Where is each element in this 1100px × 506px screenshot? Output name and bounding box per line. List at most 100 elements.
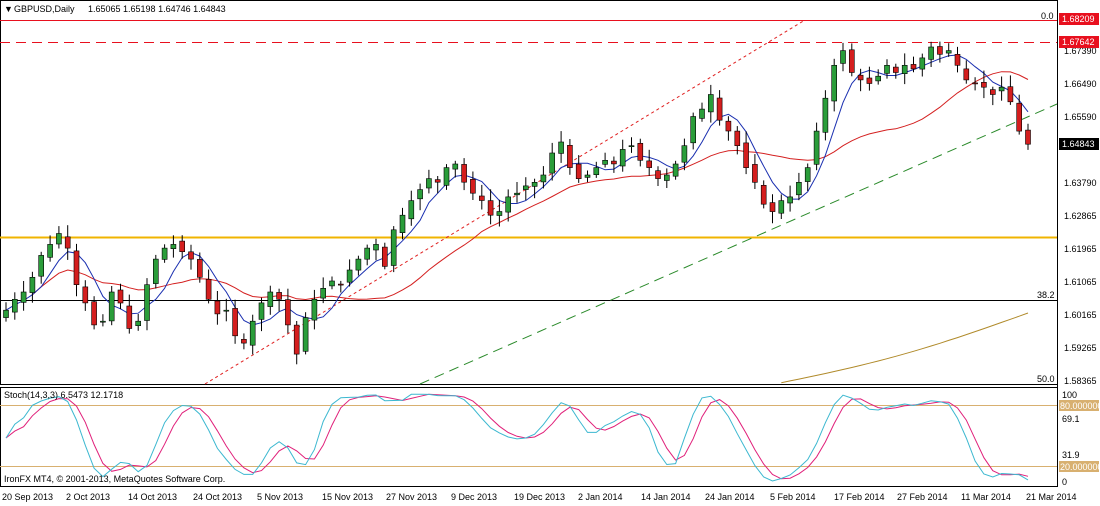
candle-body[interactable] xyxy=(522,185,529,190)
candle-body[interactable] xyxy=(567,145,573,168)
candle-body[interactable] xyxy=(575,163,582,180)
candle-body[interactable] xyxy=(443,167,450,186)
candle-body[interactable] xyxy=(787,196,793,204)
candle-body[interactable] xyxy=(408,200,415,220)
candle-body[interactable] xyxy=(496,211,503,216)
candle-body[interactable] xyxy=(12,298,18,313)
candle-body[interactable] xyxy=(47,244,53,258)
candle-body[interactable] xyxy=(954,53,961,66)
candle-body[interactable] xyxy=(38,255,45,277)
candle-body[interactable] xyxy=(337,283,344,286)
candle-body[interactable] xyxy=(593,167,600,176)
candle-body[interactable] xyxy=(276,292,282,300)
candle-body[interactable] xyxy=(804,167,811,182)
candle-body[interactable] xyxy=(223,309,230,312)
candle-body[interactable] xyxy=(778,200,785,214)
candle-body[interactable] xyxy=(531,182,538,187)
candle-body[interactable] xyxy=(752,164,758,183)
candle-body[interactable] xyxy=(919,57,926,70)
candle-body[interactable] xyxy=(716,97,723,121)
candle-body[interactable] xyxy=(998,86,1005,92)
candle-body[interactable] xyxy=(928,46,934,60)
candle-body[interactable] xyxy=(197,259,203,278)
candle-body[interactable] xyxy=(822,97,829,133)
candle-body[interactable] xyxy=(249,320,256,346)
candle-body[interactable] xyxy=(848,49,855,73)
candle-body[interactable] xyxy=(1007,86,1014,103)
candle-body[interactable] xyxy=(989,89,996,95)
candle-body[interactable] xyxy=(681,145,688,163)
channel-trendline-green[interactable] xyxy=(419,103,1058,385)
candle-body[interactable] xyxy=(285,299,291,326)
candle-body[interactable] xyxy=(672,163,679,177)
candle-body[interactable] xyxy=(981,82,987,88)
candle-body[interactable] xyxy=(734,130,741,147)
candle-body[interactable] xyxy=(937,46,943,55)
candle-body[interactable] xyxy=(540,174,547,183)
candle-body[interactable] xyxy=(1016,102,1023,132)
candle-body[interactable] xyxy=(699,108,705,119)
candle-body[interactable] xyxy=(108,291,115,322)
candle-body[interactable] xyxy=(434,179,441,183)
candle-body[interactable] xyxy=(364,247,371,260)
candle-body[interactable] xyxy=(126,305,133,329)
candle-body[interactable] xyxy=(646,160,653,168)
price-panel[interactable] xyxy=(0,0,1058,385)
stoch-main-line[interactable] xyxy=(5,393,1029,482)
candle-body[interactable] xyxy=(399,214,406,233)
candle-body[interactable] xyxy=(329,280,335,287)
candle-body[interactable] xyxy=(972,82,978,85)
candle-body[interactable] xyxy=(884,65,890,74)
candle-body[interactable] xyxy=(796,182,802,196)
candle-body[interactable] xyxy=(628,145,635,147)
candle-body[interactable] xyxy=(205,278,212,300)
stoch-signal-line[interactable] xyxy=(5,393,1029,480)
candle-body[interactable] xyxy=(381,246,388,267)
candle-body[interactable] xyxy=(558,141,564,154)
candle-body[interactable] xyxy=(769,202,776,212)
candle-body[interactable] xyxy=(945,50,952,54)
candle-body[interactable] xyxy=(875,75,882,82)
candle-body[interactable] xyxy=(29,276,36,293)
collapse-icon[interactable]: ▼ xyxy=(4,4,13,14)
candle-body[interactable] xyxy=(892,66,899,73)
candle-body[interactable] xyxy=(3,309,9,318)
candle-body[interactable] xyxy=(963,68,970,81)
candle-body[interactable] xyxy=(258,302,265,320)
candle-body[interactable] xyxy=(743,142,749,168)
candle-body[interactable] xyxy=(214,300,221,315)
candle-body[interactable] xyxy=(73,250,80,285)
slow-moving-average[interactable] xyxy=(32,71,1029,301)
candle-body[interactable] xyxy=(831,65,838,102)
candle-body[interactable] xyxy=(813,130,820,165)
candle-body[interactable] xyxy=(188,251,194,260)
candle-body[interactable] xyxy=(840,50,846,64)
fast-moving-average[interactable] xyxy=(5,54,1029,326)
candle-body[interactable] xyxy=(417,189,423,200)
candle-body[interactable] xyxy=(355,258,362,271)
candle-body[interactable] xyxy=(161,247,168,260)
candle-body[interactable] xyxy=(320,287,327,299)
candle-body[interactable] xyxy=(170,244,177,249)
candle-body[interactable] xyxy=(901,65,908,75)
candle-body[interactable] xyxy=(426,178,432,189)
candle-body[interactable] xyxy=(470,179,476,194)
candle-body[interactable] xyxy=(505,196,512,213)
candle-body[interactable] xyxy=(725,120,732,132)
candle-body[interactable] xyxy=(1025,129,1031,145)
candle-body[interactable] xyxy=(144,284,150,321)
candle-body[interactable] xyxy=(707,94,714,113)
candle-body[interactable] xyxy=(267,291,274,307)
candle-body[interactable] xyxy=(153,258,159,284)
candle-body[interactable] xyxy=(637,143,644,161)
candle-body[interactable] xyxy=(663,174,670,181)
candle-body[interactable] xyxy=(232,308,238,337)
candle-body[interactable] xyxy=(64,236,71,249)
candle-body[interactable] xyxy=(690,116,697,144)
candle-body[interactable] xyxy=(866,77,873,84)
candle-body[interactable] xyxy=(452,163,459,170)
candle-body[interactable] xyxy=(82,286,89,304)
candle-body[interactable] xyxy=(135,320,141,327)
candle-body[interactable] xyxy=(20,291,27,303)
